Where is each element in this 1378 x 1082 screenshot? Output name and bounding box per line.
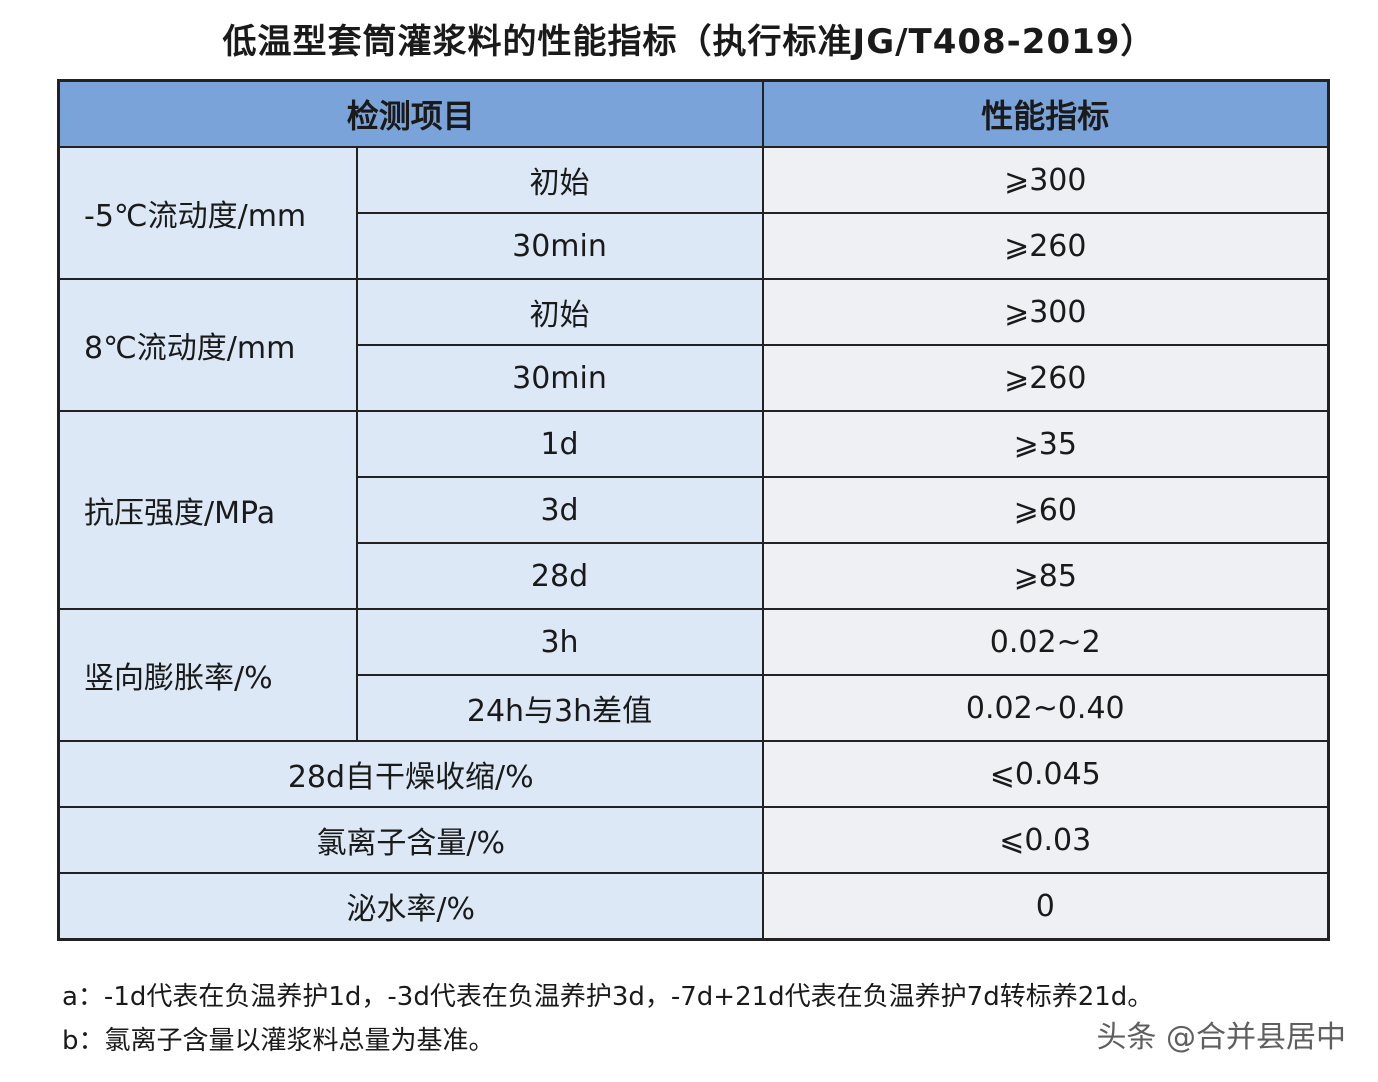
single-label: 28d自干燥收缩/%: [57, 740, 764, 808]
table-row: -5℃流动度/mm 初始 ⩾300: [57, 146, 1330, 280]
value-cell: ⩾260: [761, 344, 1330, 412]
table-row: 氯离子含量/% ⩽0.03: [57, 806, 1330, 874]
page-title: 低温型套筒灌浆料的性能指标（执行标准JG/T408-2019）: [222, 22, 1156, 62]
table-row: 竖向膨胀率/% 3h 0.02~2: [57, 608, 1330, 742]
value-cell: ⩾300: [761, 278, 1330, 346]
table-row: 30min ⩾260: [59, 344, 1330, 412]
table-row: 28d ⩾85: [59, 542, 1330, 610]
sub-item: 30min: [355, 212, 764, 280]
value-cell: 0.02~2: [761, 608, 1330, 676]
sub-item: 3h: [355, 608, 764, 676]
value-cell: 0: [761, 872, 1330, 941]
value-cell: ⩾35: [761, 410, 1330, 478]
watermark: 头条 @合并县居中: [1096, 1020, 1346, 1055]
single-label: 氯离子含量/%: [57, 806, 764, 874]
footnote-b: b：氯离子含量以灌浆料总量为基准。: [62, 1026, 495, 1056]
value-cell: 0.02~0.40: [761, 674, 1330, 742]
table-row: 泌水率/% 0: [57, 872, 1330, 941]
header-item: 检测项目: [57, 79, 764, 148]
sub-item: 30min: [355, 344, 764, 412]
group-label: -5℃流动度/mm: [57, 146, 358, 280]
table-header-row: 检测项目 性能指标: [57, 79, 1330, 148]
group-label: 抗压强度/MPa: [57, 410, 358, 610]
value-cell: ⩾60: [761, 476, 1330, 544]
sub-item: 1d: [355, 410, 764, 478]
value-cell: ⩽0.045: [761, 740, 1330, 808]
sub-item: 初始: [355, 278, 764, 346]
footnotes: a：-1d代表在负温养护1d，-3d代表在负温养护3d，-7d+21d代表在负温…: [62, 975, 1153, 1063]
value-cell: ⩾260: [761, 212, 1330, 280]
sub-item: 24h与3h差值: [355, 674, 764, 742]
single-label: 泌水率/%: [57, 872, 764, 941]
performance-table: 检测项目 性能指标 -5℃流动度/mm 初始 ⩾300 30min ⩾260 8…: [57, 79, 1331, 941]
group-label: 8℃流动度/mm: [57, 278, 358, 412]
table-row: 24h与3h差值 0.02~0.40: [59, 674, 1330, 742]
table-row: 28d自干燥收缩/% ⩽0.045: [57, 740, 1330, 808]
sub-item: 3d: [355, 476, 764, 544]
table-row: 抗压强度/MPa 1d ⩾35: [57, 410, 1330, 610]
table-row: 3d ⩾60: [59, 476, 1330, 544]
footnote-a: a：-1d代表在负温养护1d，-3d代表在负温养护3d，-7d+21d代表在负温…: [62, 982, 1154, 1012]
value-cell: ⩾85: [761, 542, 1330, 610]
value-cell: ⩾300: [761, 146, 1330, 214]
sub-item: 28d: [355, 542, 764, 610]
header-value: 性能指标: [761, 79, 1330, 148]
table-row: 30min ⩾260: [59, 212, 1330, 280]
group-label: 竖向膨胀率/%: [57, 608, 358, 742]
value-cell: ⩽0.03: [761, 806, 1330, 874]
sub-item: 初始: [355, 146, 764, 214]
table-row: 8℃流动度/mm 初始 ⩾300: [57, 278, 1330, 412]
